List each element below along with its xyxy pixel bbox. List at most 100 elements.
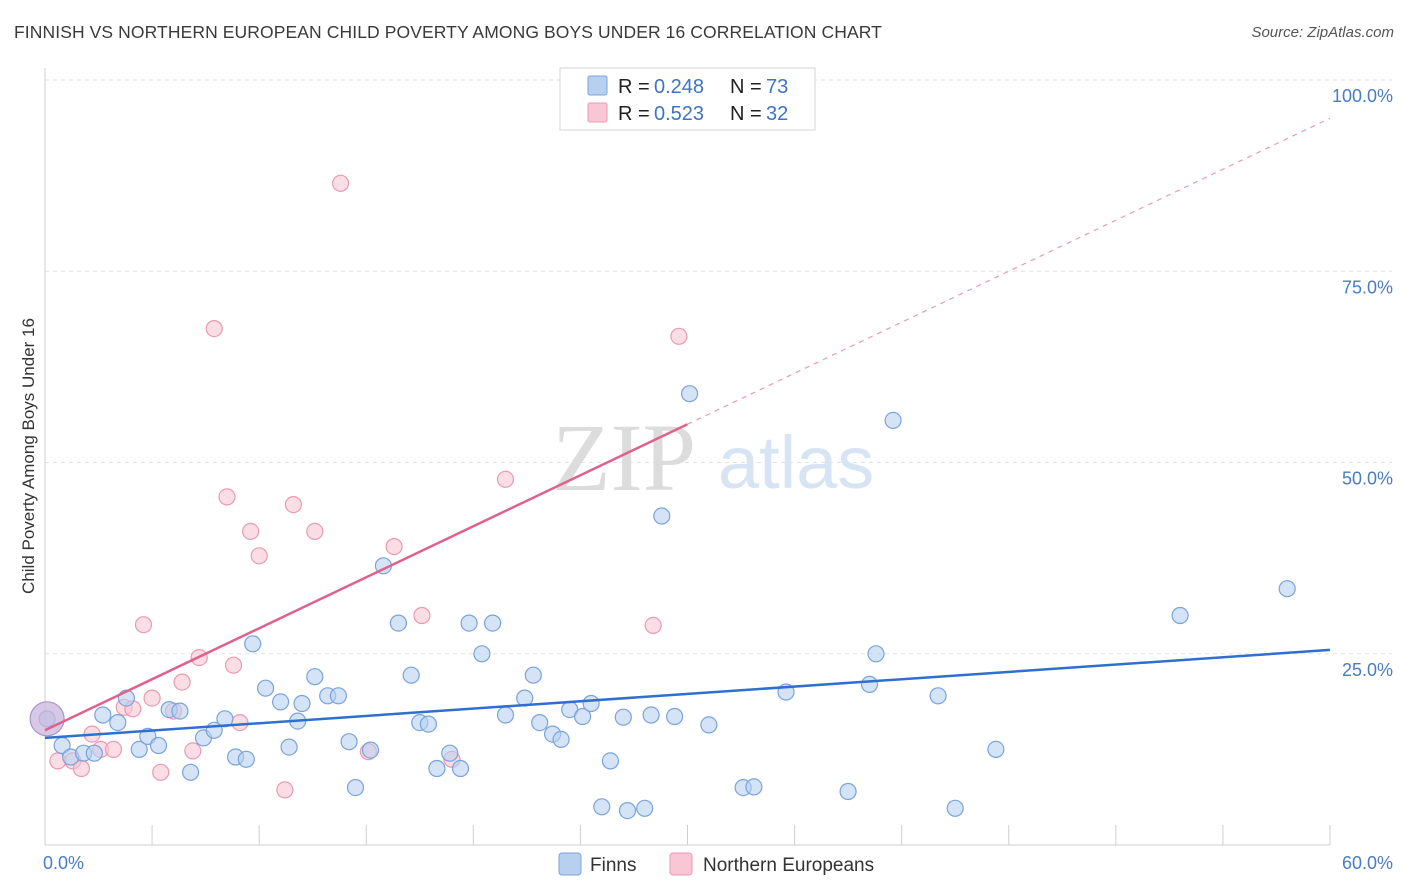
- legend-n-value-ne: 32: [766, 103, 788, 125]
- bottom-legend-label-finns: Finns: [590, 855, 636, 876]
- point-northern-europeans-22: [284, 496, 302, 514]
- point-northern-europeans-26: [385, 537, 403, 556]
- trendline-northern-europeans-extension: [687, 117, 1331, 425]
- point-finns-71: [1171, 606, 1189, 625]
- point-finns-45: [531, 713, 549, 732]
- point-finns-66: [867, 645, 885, 663]
- point-finns-65: [860, 675, 879, 694]
- point-finns-10: [149, 736, 168, 755]
- legend-r-value-ne: 0.523: [654, 103, 704, 125]
- legend-r-label-finns: R =: [618, 76, 650, 98]
- point-northern-europeans-8: [134, 616, 153, 634]
- y-tick-label-25: 25.0%: [1342, 660, 1393, 680]
- point-finns-51: [593, 798, 611, 816]
- bottom-legend-label-northern-europeans: Northern Europeans: [703, 855, 874, 876]
- point-finns-59: [680, 385, 699, 403]
- bottom-legend-swatch-finns: [558, 852, 582, 876]
- legend-box: R = 0.248 N = 73 R = 0.523 N = 32: [559, 67, 816, 131]
- point-finns-62: [745, 778, 763, 796]
- point-finns-32: [389, 614, 407, 632]
- point-northern-europeans-23: [306, 522, 324, 541]
- point-finns-5: [94, 706, 112, 724]
- legend-r-value-finns: 0.248: [654, 76, 704, 98]
- legend-n-label-finns: N =: [730, 76, 762, 98]
- point-northern-europeans-16: [218, 488, 236, 506]
- point-finns-42: [496, 706, 515, 724]
- point-finns-68: [929, 687, 947, 705]
- point-finns-12: [171, 702, 189, 720]
- point-finns-72: [1278, 580, 1296, 598]
- point-finns-70: [987, 740, 1005, 759]
- point-finns-8: [130, 740, 148, 759]
- legend-n-value-finns: 73: [766, 76, 788, 98]
- chart-title: FINNISH VS NORTHERN EUROPEAN CHILD POVER…: [14, 22, 882, 42]
- point-northern-europeans-9: [143, 689, 161, 707]
- point-finns-52: [601, 752, 620, 770]
- legend-item-northern-europeans: R = 0.523 N = 32: [587, 102, 788, 125]
- point-finns-21: [272, 693, 290, 711]
- point-northern-europeans-19: [242, 522, 260, 541]
- point-finns-33: [402, 666, 420, 684]
- point-finns-36: [428, 759, 446, 778]
- y-tick-label-75: 75.0%: [1342, 277, 1393, 297]
- legend-swatch-finns: [587, 75, 608, 96]
- point-northern-europeans-29: [496, 470, 515, 488]
- point-finns-35: [419, 715, 437, 733]
- watermark: ZIP atlas: [552, 404, 874, 511]
- point-finns-18: [237, 750, 255, 768]
- x-tick-label-min: 0.0%: [43, 853, 84, 873]
- point-northern-europeans-17: [224, 656, 243, 674]
- bottom-legend-swatch-northern-europeans: [669, 852, 693, 876]
- point-finns-4: [85, 744, 103, 762]
- point-finns-30: [361, 741, 380, 759]
- point-northern-europeans-18: [231, 713, 249, 732]
- point-finns-55: [636, 799, 654, 817]
- legend-item-finns: R = 0.248 N = 73: [587, 75, 788, 98]
- legend-n-label-ne: N =: [730, 103, 762, 125]
- point-northern-europeans-15: [205, 320, 223, 338]
- trend-layer: [44, 117, 1331, 740]
- point-finns-6: [109, 713, 127, 732]
- point-finns-53: [614, 708, 632, 726]
- point-northern-europeans-5: [104, 740, 123, 759]
- axis-layer: 25.0% 50.0% 75.0% 100.0% 0.0% 60.0%: [43, 68, 1393, 873]
- watermark-atlas: atlas: [718, 421, 874, 504]
- point-finns-24: [293, 694, 311, 713]
- point-northern-europeans-10: [152, 763, 170, 781]
- y-tick-label-100: 100.0%: [1332, 86, 1393, 106]
- point-northern-europeans-21: [276, 781, 294, 799]
- point-finns-28: [340, 733, 358, 751]
- point-finns-60: [700, 716, 718, 734]
- x-tick-label-max: 60.0%: [1342, 853, 1393, 873]
- grid-layer: [45, 79, 1392, 655]
- point-finns-67: [884, 411, 902, 429]
- point-finns-50: [582, 694, 600, 713]
- point-northern-europeans-30: [644, 616, 662, 635]
- chart-source: Source: ZipAtlas.com: [1251, 24, 1394, 41]
- point-northern-europeans-12: [173, 673, 191, 691]
- legend-r-label-ne: R =: [618, 103, 650, 125]
- point-northern-europeans-13: [184, 742, 202, 760]
- point-finns-38: [451, 759, 470, 778]
- point-northern-europeans-20: [250, 547, 268, 565]
- point-cluster-origin: [29, 701, 65, 737]
- point-finns-56: [642, 706, 660, 724]
- y-tick-label-50: 50.0%: [1342, 469, 1393, 489]
- point-finns-29: [346, 778, 365, 797]
- watermark-zip: ZIP: [552, 404, 696, 511]
- point-finns-54: [618, 801, 637, 820]
- point-northern-europeans-24: [332, 174, 350, 192]
- point-finns-39: [460, 614, 478, 632]
- point-finns-57: [653, 507, 671, 525]
- point-finns-20: [257, 679, 275, 697]
- point-finns-58: [665, 707, 684, 726]
- point-finns-49: [573, 707, 592, 726]
- point-finns-47: [552, 730, 570, 749]
- point-finns-37: [441, 744, 459, 762]
- point-northern-europeans-27: [413, 606, 431, 625]
- y-axis-label: Child Poverty Among Boys Under 16: [19, 318, 38, 594]
- bottom-legend: Finns Northern Europeans: [558, 852, 874, 876]
- point-finns-69: [946, 799, 964, 817]
- point-finns-64: [839, 782, 857, 801]
